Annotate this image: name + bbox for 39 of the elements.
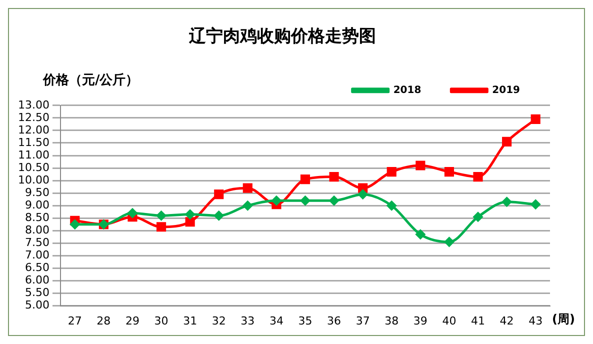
x-tick-label: 40 xyxy=(442,314,456,328)
x-tick-label: 28 xyxy=(96,314,111,328)
y-tick-label: 10.00 xyxy=(18,173,50,186)
x-tick-label: 34 xyxy=(269,314,284,328)
x-tick-label: 42 xyxy=(500,314,514,328)
y-tick-label: 6.50 xyxy=(24,261,50,274)
x-tick-label: 29 xyxy=(125,314,140,328)
legend-label: 2018 xyxy=(393,84,422,96)
y-tick-label: 7.50 xyxy=(24,236,50,250)
y-tick-label: 9.00 xyxy=(24,198,50,212)
x-tick-label: 37 xyxy=(356,314,370,328)
x-tick-label: 43 xyxy=(528,314,543,328)
x-tick-label: 32 xyxy=(212,314,226,328)
y-tick-label: 12.50 xyxy=(18,110,50,124)
y-tick-label: 8.50 xyxy=(24,210,50,224)
y-tick-label: 13.00 xyxy=(18,98,50,112)
x-tick-label: 27 xyxy=(68,314,82,328)
y-tick-label: 7.00 xyxy=(24,248,50,262)
x-tick-label: 33 xyxy=(240,314,255,328)
x-tick-label: 38 xyxy=(384,314,399,328)
x-axis-title: (周) xyxy=(552,312,575,326)
chart-title: 辽宁肉鸡收购价格走势图 xyxy=(188,26,376,47)
x-tick-label: 30 xyxy=(154,314,168,328)
x-tick-label: 35 xyxy=(298,314,312,328)
legend-label: 2019 xyxy=(492,84,520,96)
y-tick-label: 12.00 xyxy=(18,123,50,136)
x-tick-label: 36 xyxy=(327,314,342,328)
y-tick-label: 11.00 xyxy=(18,148,50,162)
y-tick-label: 5.00 xyxy=(24,298,50,312)
x-tick-label: 31 xyxy=(183,314,198,328)
y-tick-label: 5.50 xyxy=(24,286,50,300)
x-tick-label: 39 xyxy=(413,314,428,328)
y-tick-label: 11.50 xyxy=(18,136,50,149)
y-tick-label: 10.50 xyxy=(18,160,50,174)
y-tick-label: 9.50 xyxy=(24,186,50,199)
y-tick-label: 8.00 xyxy=(24,224,50,237)
y-tick-label: 6.00 xyxy=(24,274,50,287)
x-tick-label: 41 xyxy=(471,314,486,328)
y-axis-title: 价格（元/公斤） xyxy=(42,72,139,88)
